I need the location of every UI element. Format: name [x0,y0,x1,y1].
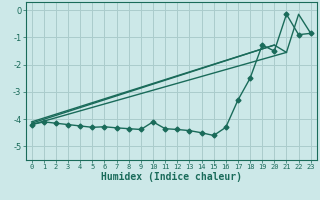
X-axis label: Humidex (Indice chaleur): Humidex (Indice chaleur) [101,172,242,182]
